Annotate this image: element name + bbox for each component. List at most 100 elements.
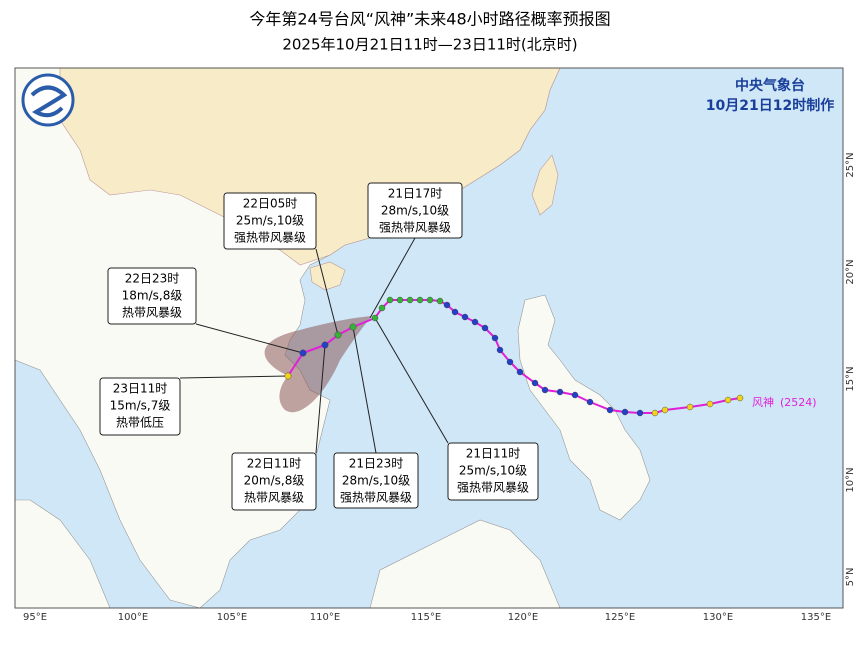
forecast-point [349,323,357,331]
agency-name: 中央气象台 [735,77,805,94]
callout-box [231,452,317,511]
callout-level: 热带风暴级 [122,306,182,320]
forecast-point [299,349,307,357]
callout-line [315,248,339,336]
latitude-label: 10°N [845,467,856,492]
track-point [516,368,524,376]
callouts: 21日17时28m/s,10级强热带风暴级22日05时25m/s,10级强热带风… [99,182,539,511]
philippines [517,294,651,521]
callout-wind: 25m/s,10级 [236,214,304,228]
callout-level: 强热带风暴级 [457,481,529,495]
callout-wind: 15m/s,7级 [110,399,171,413]
track-point [481,324,489,332]
callout-time: 22日05时 [243,197,298,211]
callout-box [333,452,419,509]
track-point [406,296,414,304]
callout-level: 热带低压 [116,416,164,430]
callout-level: 强热带风暴级 [340,491,412,505]
track-point [371,314,379,322]
callout-time: 21日17时 [388,187,443,201]
latitude-label: 5°N [845,568,856,587]
forecast-point [334,331,342,339]
callout-line [369,237,416,319]
callout-box [367,182,463,239]
track-point [606,406,614,414]
callout-box [99,377,181,436]
longitude-label: 135°E [801,612,831,623]
callout-level: 强热带风暴级 [379,221,451,235]
hainan [309,261,346,291]
map-border [14,67,844,609]
track-point [451,308,459,316]
callout-time: 23日11时 [113,382,168,396]
callout-time: 22日11时 [247,457,302,471]
borneo [369,519,561,608]
latitude-label: 20°N [845,259,856,284]
track-point [506,358,514,366]
callout-wind: 20m/s,8级 [244,474,305,488]
callout-level: 热带风暴级 [244,491,304,505]
track-point [491,334,499,342]
callout-line [315,344,326,454]
track-point [443,301,451,309]
axis-labels: 95°E 100°E 105°E 110°E 115°E 120°E 125°E 130°E 1… [23,152,856,623]
longitude-label: 110°E [310,612,340,623]
track-point [378,304,386,312]
track-point [724,396,732,404]
callout-line [352,326,377,454]
logo-mark [30,85,68,118]
forecast-point [321,341,329,349]
track-point [636,409,644,417]
track-point [461,313,469,321]
track-point [706,400,714,408]
latitude-label: 15°N [845,366,856,391]
longitude-label: 95°E [23,612,47,623]
track-point [586,398,594,406]
longitude-label: 130°E [703,612,733,623]
track-point [496,346,504,354]
track-point [556,388,564,396]
track-point [651,409,659,417]
longitude-label: 115°E [411,612,441,623]
logo [21,73,75,127]
callout-line [195,323,304,354]
callout-box [223,192,317,250]
forecast-track [287,317,376,377]
callout-time: 22日23时 [125,272,180,286]
callout-wind: 25m/s,10级 [459,464,527,478]
latitude-label: 25°N [845,152,856,177]
track-point [661,406,669,414]
callout-box [447,442,539,501]
typhoon-code: (2524) [780,396,817,409]
track-points [284,296,744,417]
longitude-label: 120°E [508,612,538,623]
track-point [621,408,629,416]
issue-time: 10月21日12时制作 [706,97,834,114]
track-point [396,296,404,304]
track-point [416,296,424,304]
probability-cone [264,316,372,413]
callout-box [107,267,197,325]
taiwan [531,154,559,216]
track-point [426,296,434,304]
subtitle: 2025年10月21日11时—23日11时(北京时) [282,36,577,54]
callout-time: 21日11时 [466,447,521,461]
track-point [541,386,549,394]
callout-wind: 28m/s,10级 [381,204,449,218]
callout-level: 强热带风暴级 [234,231,306,245]
track-point [471,318,479,326]
title: 今年第24号台风“风神”未来48小时路径概率预报图 [249,10,610,29]
typhoon-name: 风神 [752,395,774,409]
malaya [15,499,111,608]
track-point [386,296,394,304]
track-point [436,297,444,305]
longitude-label: 100°E [118,612,148,623]
callout-wind: 18m/s,8级 [122,289,183,303]
longitude-label: 105°E [217,612,247,623]
callout-wind: 28m/s,10级 [342,474,410,488]
track-point [571,391,579,399]
track-point [531,379,539,387]
callout-line [374,317,449,444]
